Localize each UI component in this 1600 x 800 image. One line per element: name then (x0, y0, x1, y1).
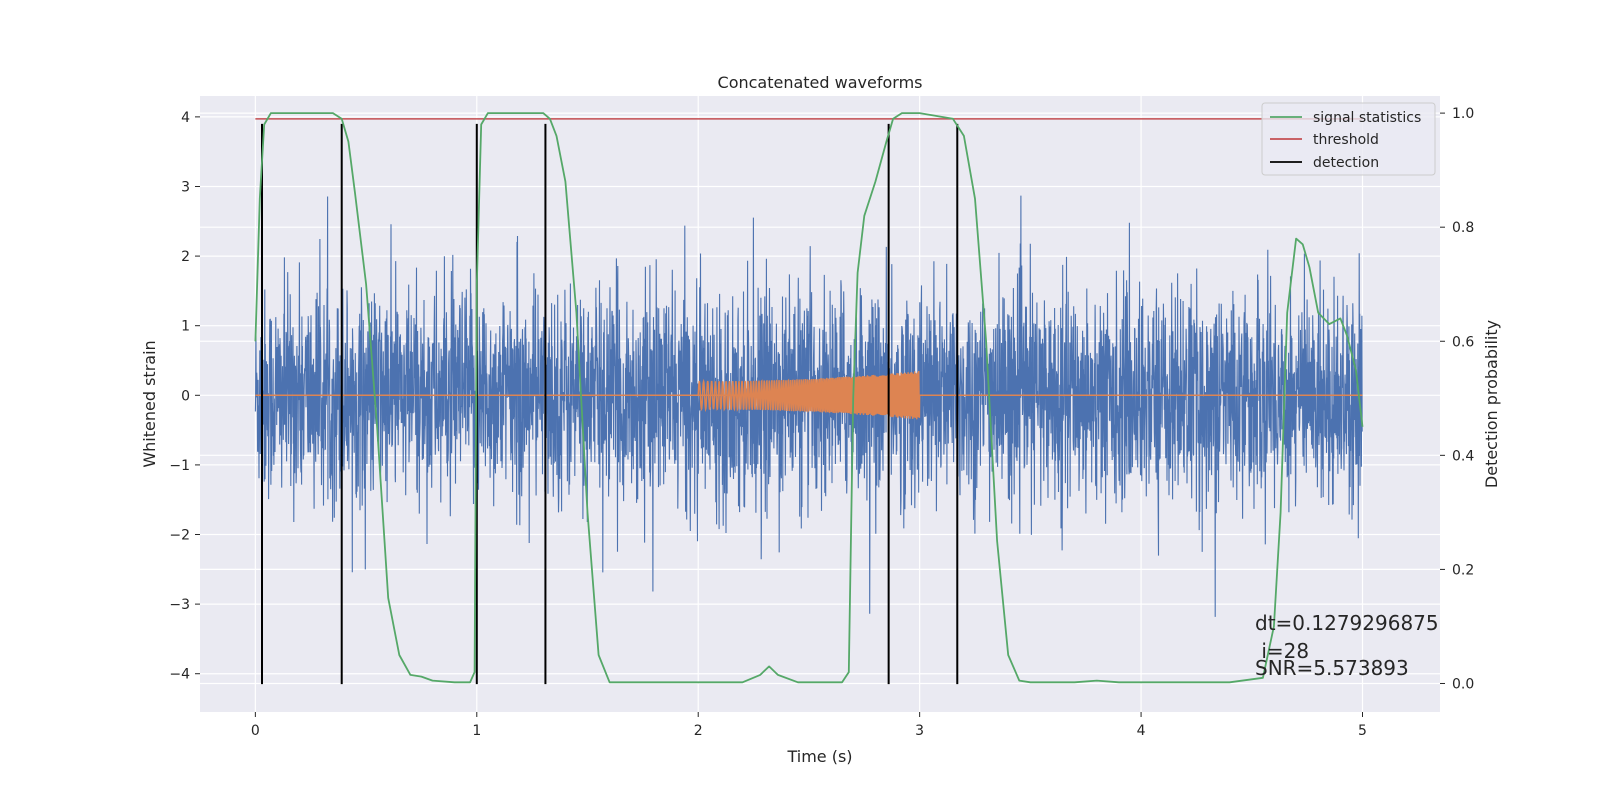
x-tick-label: 3 (915, 723, 924, 739)
y-tick-label: −2 (169, 528, 190, 544)
y-tick-label: 4 (181, 110, 190, 126)
y-tick-label: 2 (181, 249, 190, 265)
y-axis-label: Whitened strain (140, 340, 159, 467)
legend-label-signal-statistics: signal statistics (1313, 110, 1421, 126)
y2-tick-label: 0.8 (1452, 220, 1474, 236)
y-tick-label: 0 (181, 388, 190, 404)
y2-tick-label: 1.0 (1452, 106, 1474, 122)
legend-box (1261, 102, 1436, 176)
annotation-index: i=28 (1255, 639, 1309, 663)
x-axis-label: Time (s) (786, 747, 852, 766)
chart-title: Concatenated waveforms (718, 73, 923, 92)
x-tick-label: 2 (694, 723, 703, 739)
noise-series (254, 195, 1363, 617)
legend: signal statistics threshold detection (1261, 102, 1436, 176)
y-tick-label: −3 (169, 597, 190, 613)
noise-line (254, 195, 1363, 617)
annotation-dt: dt=0.1279296875 (1255, 611, 1439, 635)
snr-annotation: dt=0.1279296875 i=28 SNR=5.573893 (1255, 611, 1439, 680)
signal-statistics-series (254, 112, 1364, 684)
x-tick-label: 0 (251, 723, 260, 739)
y-tick-label: 1 (181, 319, 190, 335)
x-tick-label: 1 (472, 723, 481, 739)
axis-ticks: 0 1 2 3 4 5 −4 −3 −2 −1 0 1 2 3 4 0.0 0.2 0.4 0.6 0.8 1.0 (169, 106, 1474, 739)
y-tick-label: 3 (181, 179, 190, 195)
annotation-snr: SNR=5.573893 (1255, 656, 1409, 680)
template-series (255, 370, 1363, 420)
y-tick-label: −1 (169, 458, 190, 474)
legend-label-detection: detection (1313, 155, 1379, 171)
y2-tick-label: 0.6 (1452, 334, 1474, 350)
y-tick-label: −4 (169, 667, 190, 683)
x-tick-label: 4 (1137, 723, 1146, 739)
y2-tick-label: 0.2 (1452, 562, 1474, 578)
x-tick-label: 5 (1358, 723, 1367, 739)
y2-tick-label: 0.4 (1452, 448, 1474, 464)
y2-tick-label: 0.0 (1452, 676, 1474, 692)
legend-label-threshold: threshold (1313, 132, 1379, 148)
y2-axis-label: Detection probability (1482, 320, 1501, 488)
template-line (697, 370, 921, 420)
signal-statistics-line (254, 112, 1364, 684)
